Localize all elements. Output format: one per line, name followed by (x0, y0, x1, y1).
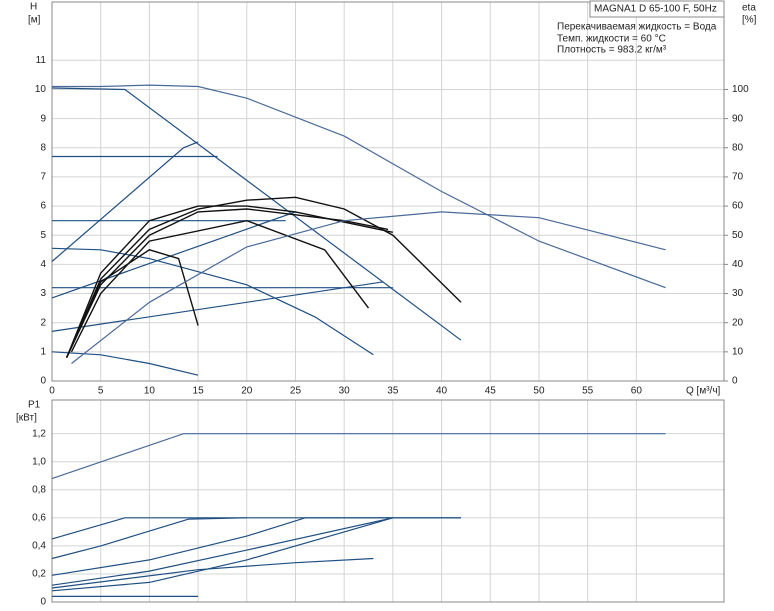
y2-label: eta (742, 3, 756, 14)
y-tick-label: 9 (40, 113, 46, 124)
y2-tick-label: 20 (732, 317, 744, 328)
curve (51, 557, 374, 589)
y2-tick-label: 60 (732, 201, 744, 212)
curve (51, 211, 296, 299)
y2-tick-label: 90 (732, 113, 744, 124)
curve (65, 205, 394, 358)
y-unit: [м] (28, 15, 41, 26)
chart-title: MAGNA1 D 65-100 F, 50Hz (594, 4, 717, 15)
note: Перекачиваемая жидкость = Вода (557, 22, 717, 33)
y2-tick-label: 30 (732, 288, 744, 299)
curve (52, 84, 666, 289)
y2-tick-label: 50 (732, 230, 744, 241)
x-tick-label: 50 (533, 386, 545, 397)
x-label: Q [м³/ч] (686, 386, 721, 397)
y-label: H (30, 2, 37, 13)
y-unit: [кВт] (16, 413, 37, 424)
y-tick-label: 4 (40, 259, 46, 270)
plot-frame (51, 1, 725, 382)
x-tick-label: 55 (582, 386, 594, 397)
y-label: P1 (28, 400, 41, 411)
plot-frame (51, 399, 725, 603)
x-tick-label: 40 (436, 386, 448, 397)
curve (51, 517, 394, 586)
title-box (589, 0, 725, 18)
y-tick-label: 3 (40, 288, 46, 299)
y-tick-label: 1,2 (32, 428, 46, 439)
y-tick-label: 1 (40, 346, 46, 357)
y2-unit: [%] (742, 15, 757, 26)
x-tick-label: 30 (339, 386, 351, 397)
y-tick-label: 10 (35, 84, 47, 95)
curve (71, 211, 666, 364)
curve (51, 141, 199, 262)
note: Темп. жидкости = 60 °C (557, 34, 666, 45)
y2-tick-label: 70 (732, 172, 744, 183)
curve (70, 219, 370, 353)
y-tick-label: 0,2 (32, 569, 46, 580)
y-tick-label: 0,6 (32, 512, 46, 523)
y-tick-label: 11 (36, 55, 47, 66)
x-tick-label: 0 (49, 386, 55, 397)
y-tick-label: 7 (40, 172, 46, 183)
x-tick-label: 60 (631, 386, 643, 397)
y-tick-label: 1,0 (32, 456, 46, 467)
y-tick-label: 8 (40, 142, 46, 153)
y-tick-label: 0 (40, 376, 46, 387)
y2-tick-label: 0 (732, 376, 738, 387)
y-tick-label: 0,4 (32, 541, 46, 552)
note: Плотность = 983.2 кг/м³ (557, 45, 667, 56)
y2-tick-label: 40 (732, 259, 744, 270)
x-tick-label: 15 (193, 386, 205, 397)
curve (51, 517, 394, 592)
x-tick-label: 25 (290, 386, 302, 397)
y2-tick-label: 10 (732, 346, 744, 357)
x-tick-label: 10 (144, 386, 156, 397)
curve (51, 281, 384, 332)
y-tick-label: 5 (40, 230, 46, 241)
curve (51, 517, 247, 560)
x-tick-label: 35 (387, 386, 399, 397)
curve (65, 249, 199, 358)
y-tick-label: 6 (40, 201, 46, 212)
y-tick-label: 0 (40, 597, 46, 608)
x-tick-label: 20 (241, 386, 253, 397)
curve (51, 517, 461, 540)
y-tick-label: 0,8 (32, 484, 46, 495)
y2-tick-label: 100 (732, 84, 749, 95)
x-tick-label: 45 (485, 386, 497, 397)
curve (51, 87, 462, 341)
y2-tick-label: 80 (732, 142, 744, 153)
curve (51, 433, 666, 480)
curve (51, 517, 461, 576)
curve (51, 247, 374, 356)
curve (51, 351, 199, 376)
curve (65, 208, 389, 358)
y-tick-label: 2 (40, 317, 46, 328)
x-tick-label: 5 (98, 386, 104, 397)
curve (65, 196, 462, 358)
